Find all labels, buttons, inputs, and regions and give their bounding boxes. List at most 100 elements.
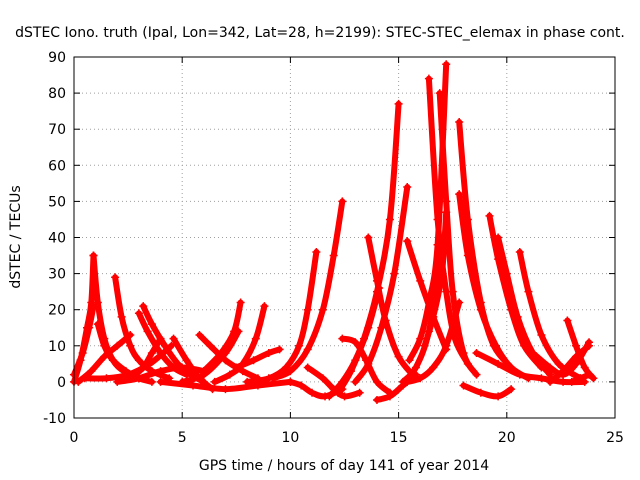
chart-title: dSTEC Iono. truth (Ipal, Lon=342, Lat=28… (15, 25, 625, 41)
data-point-marker (463, 251, 472, 260)
data-point-marker (89, 251, 98, 260)
series-trace (179, 328, 242, 385)
data-point-marker (351, 377, 360, 386)
data-point-marker (537, 330, 546, 339)
data-point-marker (303, 363, 312, 372)
y-tick-label: 10 (48, 339, 66, 355)
data-point-marker (93, 298, 102, 307)
data-point-marker (364, 233, 373, 242)
data-point-marker (264, 349, 273, 358)
data-point-marker (442, 345, 451, 354)
data-point-marker (126, 341, 135, 350)
data-point-marker (416, 374, 425, 383)
data-point-marker (355, 388, 364, 397)
y-tick-label: 60 (48, 158, 66, 174)
data-point-marker (80, 374, 89, 383)
data-point-marker (494, 359, 503, 368)
data-point-marker (405, 356, 414, 365)
series-trace (436, 90, 480, 378)
data-point-marker (206, 341, 215, 350)
data-point-marker (139, 302, 148, 311)
data-point-marker (134, 309, 143, 318)
data-point-marker (385, 392, 394, 401)
data-point-marker (178, 363, 187, 372)
data-point-marker (416, 334, 425, 343)
data-point-marker (232, 363, 241, 372)
data-point-marker (260, 302, 269, 311)
data-point-marker (580, 363, 589, 372)
y-tick-label: 30 (48, 267, 66, 283)
series-trace (270, 198, 346, 382)
data-point-marker (515, 370, 524, 379)
series-trace (244, 248, 320, 385)
series-trace (71, 303, 97, 378)
data-point-marker (100, 352, 109, 361)
data-point-marker (589, 374, 598, 383)
data-point-marker (93, 320, 102, 329)
grid-lines (74, 57, 615, 418)
data-point-marker (567, 377, 576, 386)
data-point-marker (372, 276, 381, 285)
data-point-marker (359, 334, 368, 343)
series-trace (421, 209, 450, 349)
data-point-marker (442, 197, 451, 206)
data-point-marker (143, 327, 152, 336)
data-point-marker (182, 356, 191, 365)
data-point-marker (221, 356, 230, 365)
data-point-marker (528, 349, 537, 358)
y-tick-label: 80 (48, 86, 66, 102)
data-point-marker (416, 276, 425, 285)
x-tick-label: 15 (390, 430, 408, 446)
data-series (70, 60, 598, 404)
data-point-marker (189, 381, 198, 390)
x-tick-label: 0 (70, 430, 79, 446)
x-tick-label: 25 (606, 430, 624, 446)
data-point-marker (318, 374, 327, 383)
data-point-marker (403, 377, 412, 386)
data-point-marker (134, 374, 143, 383)
series-trace (200, 299, 244, 375)
data-point-marker (217, 349, 226, 358)
data-point-marker (74, 377, 83, 386)
data-point-marker (275, 345, 284, 354)
y-tick-label: 40 (48, 231, 66, 247)
data-point-marker (502, 269, 511, 278)
y-tick-label: 90 (48, 50, 66, 66)
y-tick-label: -10 (43, 411, 66, 427)
data-point-marker (472, 349, 481, 358)
data-point-marker (559, 367, 568, 376)
data-point-marker (308, 388, 317, 397)
data-point-marker (507, 385, 516, 394)
data-point-marker (455, 117, 464, 126)
data-point-marker (147, 377, 156, 386)
series-trace (425, 75, 471, 367)
data-point-marker (199, 367, 208, 376)
data-point-marker (385, 215, 394, 224)
data-point-marker (394, 352, 403, 361)
data-point-marker (147, 349, 156, 358)
data-point-marker (394, 99, 403, 108)
x-tick-label: 10 (281, 430, 299, 446)
data-point-marker (78, 349, 87, 358)
series-trace (404, 238, 450, 353)
data-point-marker (585, 370, 594, 379)
data-point-marker (411, 363, 420, 372)
data-point-marker (546, 377, 555, 386)
data-point-marker (325, 392, 334, 401)
data-point-marker (269, 374, 278, 383)
data-point-marker (351, 338, 360, 347)
data-point-marker (424, 74, 433, 83)
data-point-marker (102, 374, 111, 383)
data-point-marker (334, 388, 343, 397)
data-point-marker (559, 377, 568, 386)
data-point-marker (134, 356, 143, 365)
series-trace (127, 335, 164, 382)
data-point-marker (442, 60, 451, 69)
data-point-marker (472, 370, 481, 379)
data-point-marker (282, 363, 291, 372)
data-point-marker (126, 374, 135, 383)
data-point-marker (403, 182, 412, 191)
data-point-marker (108, 356, 117, 365)
x-tick-label: 5 (178, 430, 187, 446)
